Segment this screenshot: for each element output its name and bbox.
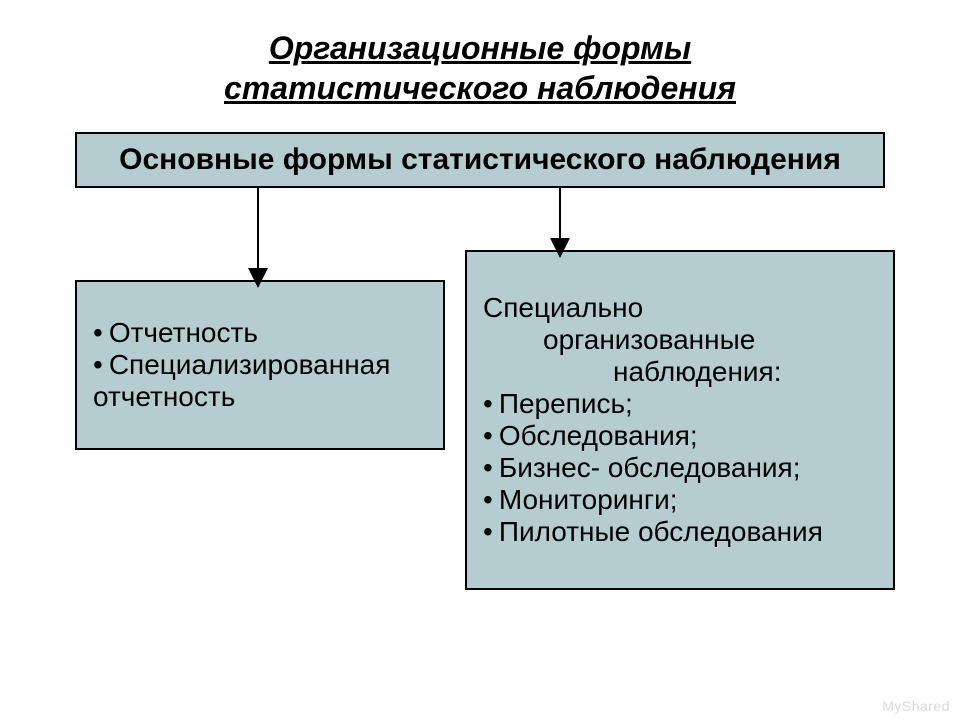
- main-forms-label: Основные формы статистического наблюдени…: [85, 143, 875, 177]
- special-heading-l3: наблюдения:: [483, 356, 877, 388]
- special-observations-item: Пилотные обследования: [483, 516, 877, 548]
- reporting-item: Отчетность: [93, 317, 427, 349]
- watermark-text: MyShared: [882, 698, 950, 714]
- reporting-box: ОтчетностьСпециализированная отчетность: [75, 280, 445, 450]
- special-observations-heading: Специально организованные наблюдения:: [483, 292, 877, 388]
- slide-title-line1: Организационные формы: [0, 30, 960, 67]
- main-forms-box: Основные формы статистического наблюдени…: [75, 132, 885, 188]
- special-observations-list: Перепись;Обследования;Бизнес- обследован…: [483, 388, 877, 548]
- reporting-item: Специализированная отчетность: [93, 349, 427, 413]
- special-heading-l1: Специально: [483, 292, 877, 324]
- special-observations-item: Бизнес- обследования;: [483, 452, 877, 484]
- special-observations-item: Обследования;: [483, 420, 877, 452]
- slide-title-line2: статистического наблюдения: [0, 70, 960, 107]
- special-observations-box: Специально организованные наблюдения: Пе…: [465, 250, 895, 590]
- special-observations-item: Перепись;: [483, 388, 877, 420]
- reporting-list: ОтчетностьСпециализированная отчетность: [93, 317, 427, 413]
- special-heading-l2: организованные: [483, 324, 877, 356]
- special-observations-item: Мониторинги;: [483, 484, 877, 516]
